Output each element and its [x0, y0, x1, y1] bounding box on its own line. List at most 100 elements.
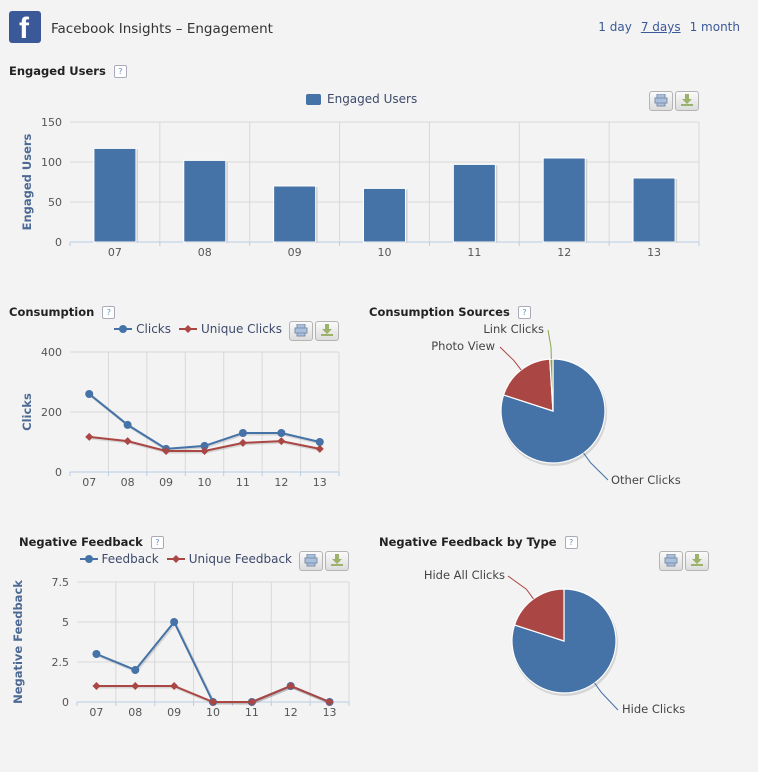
help-icon[interactable]: ? — [150, 535, 164, 549]
bar — [93, 147, 137, 243]
print-icon — [654, 94, 668, 107]
y-tick-label: 150 — [41, 116, 62, 129]
data-point — [131, 666, 140, 674]
negative-feedback-chart: 0 2.5 5 7.5 07 08 09 10 11 12 13 Negative Feedback — [11, 576, 350, 719]
pie-connector — [507, 575, 534, 600]
y-axis-title: Engaged Users — [20, 133, 34, 230]
pie-label: Other Clicks — [611, 473, 681, 487]
x-tick-label: 11 — [467, 246, 481, 259]
data-point — [277, 437, 286, 446]
x-tick-label: 09 — [167, 706, 181, 719]
data-point — [170, 618, 179, 626]
pie-label: Link Clicks — [483, 322, 544, 336]
legend-engaged[interactable]: Engaged Users — [306, 92, 417, 106]
pie-label: Hide All Clicks — [424, 568, 505, 582]
data-point — [286, 682, 295, 690]
download-button[interactable] — [675, 91, 699, 111]
y-tick-label: 5 — [62, 616, 69, 629]
print-button[interactable] — [289, 321, 313, 341]
legend-marker-blue — [79, 555, 98, 563]
print-icon — [294, 324, 308, 337]
range-1-month[interactable]: 1 month — [689, 20, 740, 34]
x-tick-label: 12 — [557, 246, 571, 259]
x-tick-label: 07 — [108, 246, 122, 259]
data-point — [315, 438, 324, 446]
x-tick-label: 08 — [121, 476, 135, 489]
data-point — [200, 447, 209, 455]
download-button[interactable] — [325, 551, 349, 571]
range-1-day[interactable]: 1 day — [598, 20, 632, 34]
section-title-negative-type: Negative Feedback by Type — [379, 535, 557, 549]
engaged-users-chart: 0 50 100 150 07 08 09 10 11 12 13 Engaged Users — [20, 116, 700, 259]
legend-label: Engaged Users — [327, 92, 418, 106]
series-shadow — [96, 620, 332, 705]
help-icon[interactable]: ? — [564, 535, 578, 549]
legend-swatch — [306, 93, 321, 105]
legend-label: Clicks — [136, 322, 171, 336]
legend-marker-red — [166, 555, 185, 563]
section-title-engaged: Engaged Users — [9, 64, 106, 78]
y-tick-label: 0 — [62, 696, 69, 709]
pie-connector — [583, 452, 609, 481]
x-tick-label: 08 — [128, 706, 142, 719]
print-button[interactable] — [299, 551, 323, 571]
x-tick-label: 10 — [206, 706, 220, 719]
legend-label: Unique Feedback — [188, 552, 292, 566]
y-tick-label: 7.5 — [52, 576, 70, 589]
download-button[interactable] — [315, 321, 339, 341]
pie-connector — [499, 346, 522, 371]
pie-slice — [513, 588, 565, 642]
data-point — [247, 698, 256, 706]
download-icon — [331, 554, 343, 566]
x-tick-label: 09 — [288, 246, 302, 259]
help-icon[interactable]: ? — [517, 305, 531, 319]
negative-feedback-type-chart: Hide Clicks Hide All Clicks — [424, 568, 685, 716]
data-point — [85, 390, 94, 398]
y-tick-label: 200 — [41, 406, 62, 419]
section-header-negative: Negative Feedback ? — [19, 535, 164, 549]
data-point — [123, 437, 132, 446]
section-title-consumption: Consumption — [9, 305, 95, 319]
y-tick-label: 100 — [41, 156, 62, 169]
legend-consumption[interactable]: Clicks Unique Clicks — [114, 322, 282, 336]
pie-slice — [511, 588, 617, 694]
x-tick-label: 11 — [236, 476, 250, 489]
pie-connector — [594, 682, 619, 711]
data-point — [238, 429, 247, 437]
x-tick-label: 13 — [323, 706, 337, 719]
bar — [273, 185, 317, 243]
y-tick-label: 2.5 — [52, 656, 70, 669]
consumption-chart: 0 200 400 07 08 09 10 11 12 13 Clicks — [20, 346, 340, 489]
pie-slice — [549, 358, 554, 412]
pie-connector — [547, 329, 552, 360]
y-axis-title: Negative Feedback — [11, 580, 25, 704]
download-icon — [681, 94, 693, 106]
help-icon[interactable]: ? — [113, 64, 127, 78]
x-tick-label: 12 — [274, 476, 288, 489]
data-point — [170, 682, 179, 690]
y-tick-label: 50 — [48, 196, 62, 209]
download-button[interactable] — [685, 551, 709, 571]
legend-label: Unique Clicks — [201, 322, 282, 336]
data-point — [92, 650, 101, 658]
section-title-sources: Consumption Sources — [369, 305, 510, 319]
x-tick-label: 13 — [313, 476, 327, 489]
pie-slice — [502, 358, 554, 412]
legend-negative[interactable]: Feedback Unique Feedback — [79, 552, 292, 566]
section-header-consumption: Consumption ? — [9, 305, 116, 319]
y-axis-title: Clicks — [20, 393, 34, 431]
data-point — [277, 429, 286, 437]
x-tick-label: 07 — [82, 476, 96, 489]
data-point — [131, 682, 140, 690]
print-button[interactable] — [659, 551, 683, 571]
y-tick-label: 400 — [41, 346, 62, 359]
help-icon[interactable]: ? — [102, 305, 116, 319]
data-point — [315, 444, 324, 453]
section-header-engaged: Engaged Users ? — [9, 64, 127, 78]
y-tick-label: 0 — [55, 466, 62, 479]
logo-letter: f — [19, 12, 29, 45]
range-7-days[interactable]: 7 days — [640, 20, 681, 34]
print-button[interactable] — [649, 91, 673, 111]
legend-label: Feedback — [101, 552, 159, 566]
x-tick-label: 10 — [378, 246, 392, 259]
